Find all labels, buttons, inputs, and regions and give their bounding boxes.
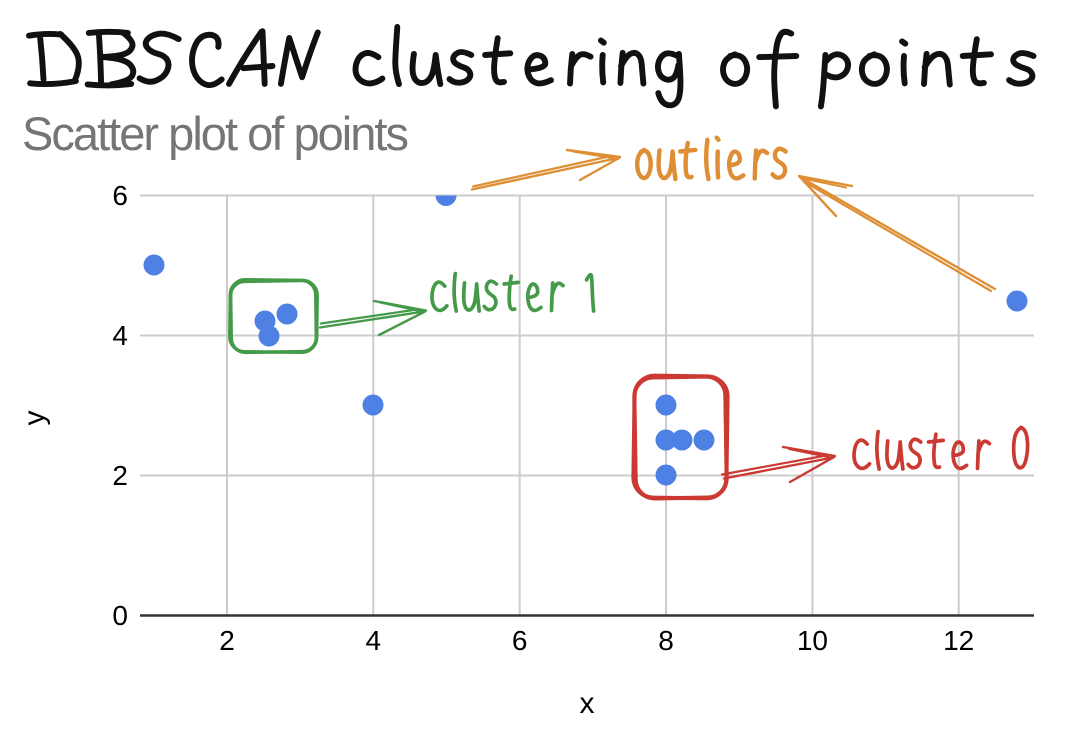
svg-text:4: 4 [366, 625, 382, 656]
svg-text:y: y [18, 411, 51, 426]
svg-text:10: 10 [797, 625, 828, 656]
svg-text:0: 0 [112, 600, 128, 631]
svg-text:8: 8 [658, 625, 674, 656]
svg-text:2: 2 [219, 625, 235, 656]
svg-text:6: 6 [112, 180, 128, 211]
svg-text:12: 12 [943, 625, 974, 656]
svg-text:2: 2 [112, 460, 128, 491]
svg-text:x: x [580, 687, 595, 720]
svg-text:6: 6 [512, 625, 528, 656]
svg-text:Scatter plot of points: Scatter plot of points [22, 107, 409, 160]
svg-text:4: 4 [112, 320, 128, 351]
